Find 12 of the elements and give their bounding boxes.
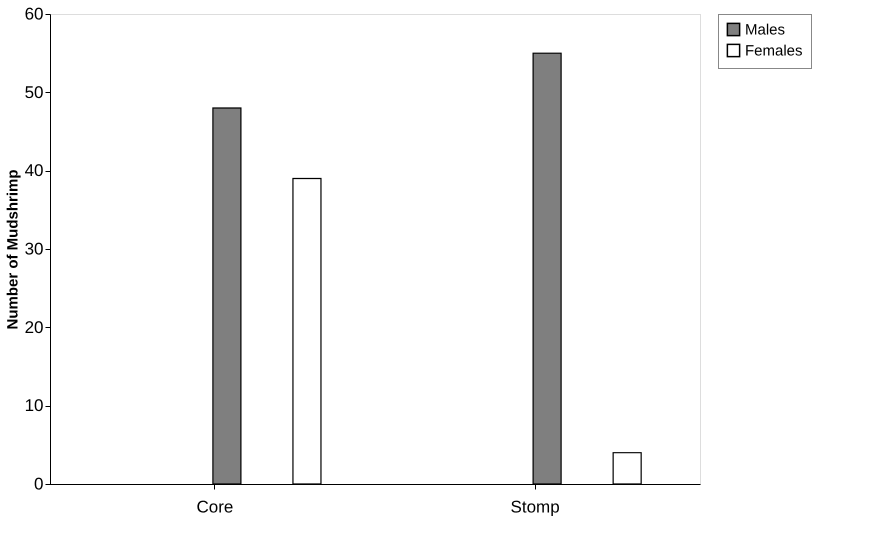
y-tick-label: 30 [24,240,44,258]
y-tick-label: 40 [24,161,44,180]
legend-label: Males [745,22,786,38]
y-tick-label: 20 [24,318,44,337]
y-axis-title: Number of Mudshrimp [4,170,22,330]
y-tick-label: 10 [24,396,44,416]
legend-label: Females [745,42,803,60]
y-tick-label: 50 [24,82,44,102]
y-tick-label: 0 [34,474,44,494]
x-tick-label: Stomp [510,498,560,516]
x-tick-label: Core [196,498,234,516]
y-tick-label: 60 [24,4,44,24]
